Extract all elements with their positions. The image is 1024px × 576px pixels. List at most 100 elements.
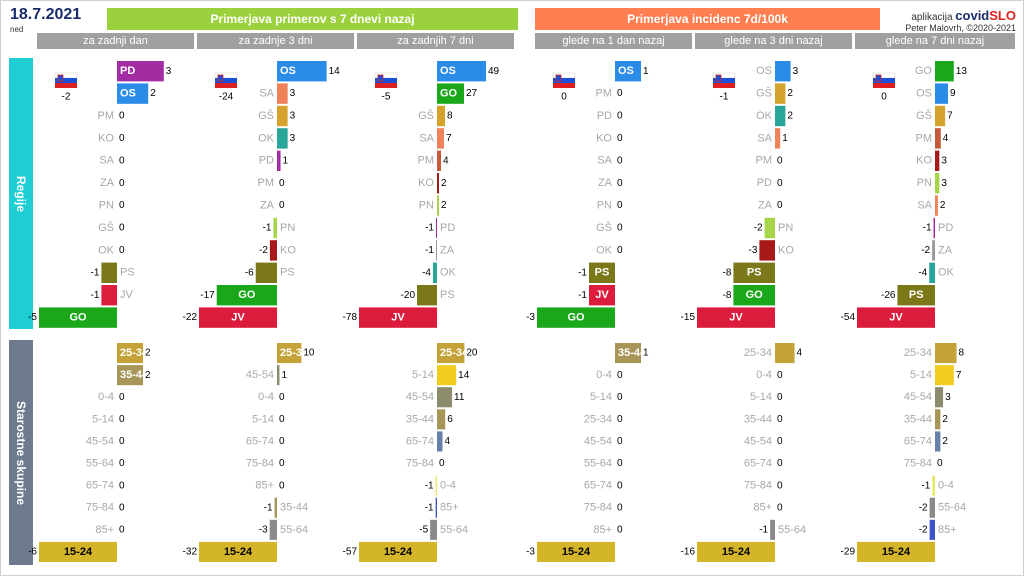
age-label-c5-1: 5-14: [910, 369, 932, 381]
age-value-c1-5: 0: [279, 458, 285, 469]
region-label-c1-1: SA: [259, 88, 274, 100]
age-label-c3-2: 5-14: [590, 391, 612, 403]
age-label-c1-3: 5-14: [252, 413, 274, 425]
region-value-c2-9: -4: [422, 267, 431, 278]
region-label-c1-6: ZA: [260, 200, 275, 212]
age-value-c5-3: 2: [942, 414, 948, 425]
region-label-c3-8: OK: [596, 244, 613, 256]
region-value-c5-10: -26: [881, 290, 896, 301]
region-value-c1-9: -6: [245, 267, 254, 278]
age-bar-c1-1: [277, 365, 280, 386]
region-label-c3-4: SA: [597, 155, 612, 167]
region-label-c5-1: OS: [916, 88, 932, 100]
region-bar-c5-11: [857, 307, 935, 328]
region-bar-c4-2: [775, 105, 786, 127]
age-value-c3-7: 0: [617, 502, 623, 513]
region-value-c2-6: 2: [441, 200, 447, 211]
age-label-c0-3: 5-14: [92, 413, 114, 425]
region-label-c1-4: PD: [259, 155, 274, 167]
region-label-c2-4: PM: [418, 155, 435, 167]
slovenia-total-c5: 0: [881, 92, 887, 103]
region-bar-c3-0: [615, 61, 641, 82]
region-value-c1-5: 0: [279, 178, 285, 189]
region-label-c0-3: KO: [98, 132, 114, 144]
region-value-c2-10: -20: [401, 290, 416, 301]
age-value-c5-8: -2: [919, 524, 928, 535]
region-value-c0-7: 0: [119, 223, 125, 234]
flag-coat-of-arms-c0: [57, 74, 64, 82]
region-bar-c4-10: [733, 285, 775, 306]
region-value-c3-0: 1: [643, 66, 649, 77]
age-value-c0-5: 0: [119, 458, 125, 469]
section-label-age-groups: Starostne skupine: [9, 340, 33, 565]
age-value-c4-7: 0: [777, 502, 783, 513]
age-label-c2-9: 15-24: [384, 546, 413, 558]
region-label-c0-9: PS: [120, 267, 135, 279]
region-label-c2-1: GO: [440, 88, 458, 100]
age-label-c1-4: 65-74: [246, 435, 274, 447]
flag-coat-of-arms-c2: [377, 74, 384, 82]
region-value-c5-1: 9: [950, 88, 956, 99]
region-value-c3-6: 0: [617, 200, 623, 211]
age-value-c5-6: -1: [921, 480, 930, 491]
age-bar-c1-9: [199, 541, 277, 562]
region-bar-c4-1: [775, 83, 786, 104]
region-label-c3-11: GO: [567, 312, 585, 324]
age-bar-c0-1: [117, 365, 143, 386]
slovenia-total-c3: 0: [561, 92, 567, 103]
region-label-c4-1: GŠ: [756, 87, 772, 100]
region-value-c0-2: 0: [119, 111, 125, 122]
region-label-c1-9: PS: [280, 267, 295, 279]
region-value-c4-7: -2: [754, 223, 763, 234]
region-label-c4-8: KO: [778, 244, 794, 256]
flag-blue-stripe-c5: [873, 78, 895, 83]
region-bar-c4-0: [775, 61, 791, 82]
flag-red-stripe-c4: [713, 83, 735, 88]
age-bar-c1-8: [269, 519, 277, 540]
region-value-c5-6: 2: [940, 200, 946, 211]
region-value-c2-11: -78: [343, 312, 358, 323]
age-label-c4-0: 25-34: [744, 347, 772, 359]
region-value-c3-8: 0: [617, 245, 623, 256]
age-label-c1-1: 45-54: [246, 369, 274, 381]
flag-coat-of-arms-c3: [555, 74, 562, 82]
region-label-c5-3: PM: [916, 132, 933, 144]
region-label-c4-0: OS: [756, 65, 772, 77]
age-bar-c3-0: [615, 343, 641, 364]
region-value-c0-10: -1: [90, 290, 99, 301]
age-label-c2-0: 25-34: [440, 347, 469, 359]
age-label-c5-3: 35-44: [904, 413, 932, 425]
region-value-c3-11: -3: [526, 312, 535, 323]
flag-red-stripe-c0: [55, 83, 77, 88]
region-value-c2-2: 8: [447, 111, 453, 122]
age-label-c4-5: 65-74: [744, 457, 772, 469]
region-value-c2-1: 27: [466, 88, 478, 99]
app-label: aplikacija: [911, 12, 953, 23]
age-bar-c2-6: [435, 475, 437, 496]
age-value-c5-0: 8: [959, 348, 965, 359]
age-bar-c5-0: [935, 343, 957, 364]
region-value-c3-5: 0: [617, 178, 623, 189]
region-label-c3-1: PM: [596, 88, 613, 100]
age-value-c4-3: 0: [777, 414, 783, 425]
region-label-c2-8: ZA: [440, 244, 455, 256]
column-header-1: za zadnji dan: [37, 33, 194, 49]
region-bar-c1-9: [255, 262, 277, 283]
age-value-c1-7: -1: [264, 502, 273, 513]
region-label-c1-2: GŠ: [258, 109, 274, 122]
region-bar-c1-2: [277, 105, 288, 127]
region-label-c0-10: JV: [120, 289, 134, 301]
age-label-c3-8: 85+: [593, 524, 612, 536]
region-bar-c5-5: [935, 173, 940, 194]
region-bar-c5-4: [935, 150, 940, 171]
region-value-c0-0: 3: [166, 66, 172, 77]
age-label-c2-6: 0-4: [440, 480, 456, 492]
region-value-c3-2: 0: [617, 111, 623, 122]
region-bar-c2-8: [436, 240, 437, 261]
region-bar-c2-3: [437, 128, 444, 149]
region-value-c1-7: -1: [263, 223, 272, 234]
age-value-c1-4: 0: [279, 436, 285, 447]
slovenia-total-c0: -2: [62, 92, 71, 103]
banner-cases-comparison: Primerjava primerov s 7 dnevi nazaj: [107, 8, 518, 30]
